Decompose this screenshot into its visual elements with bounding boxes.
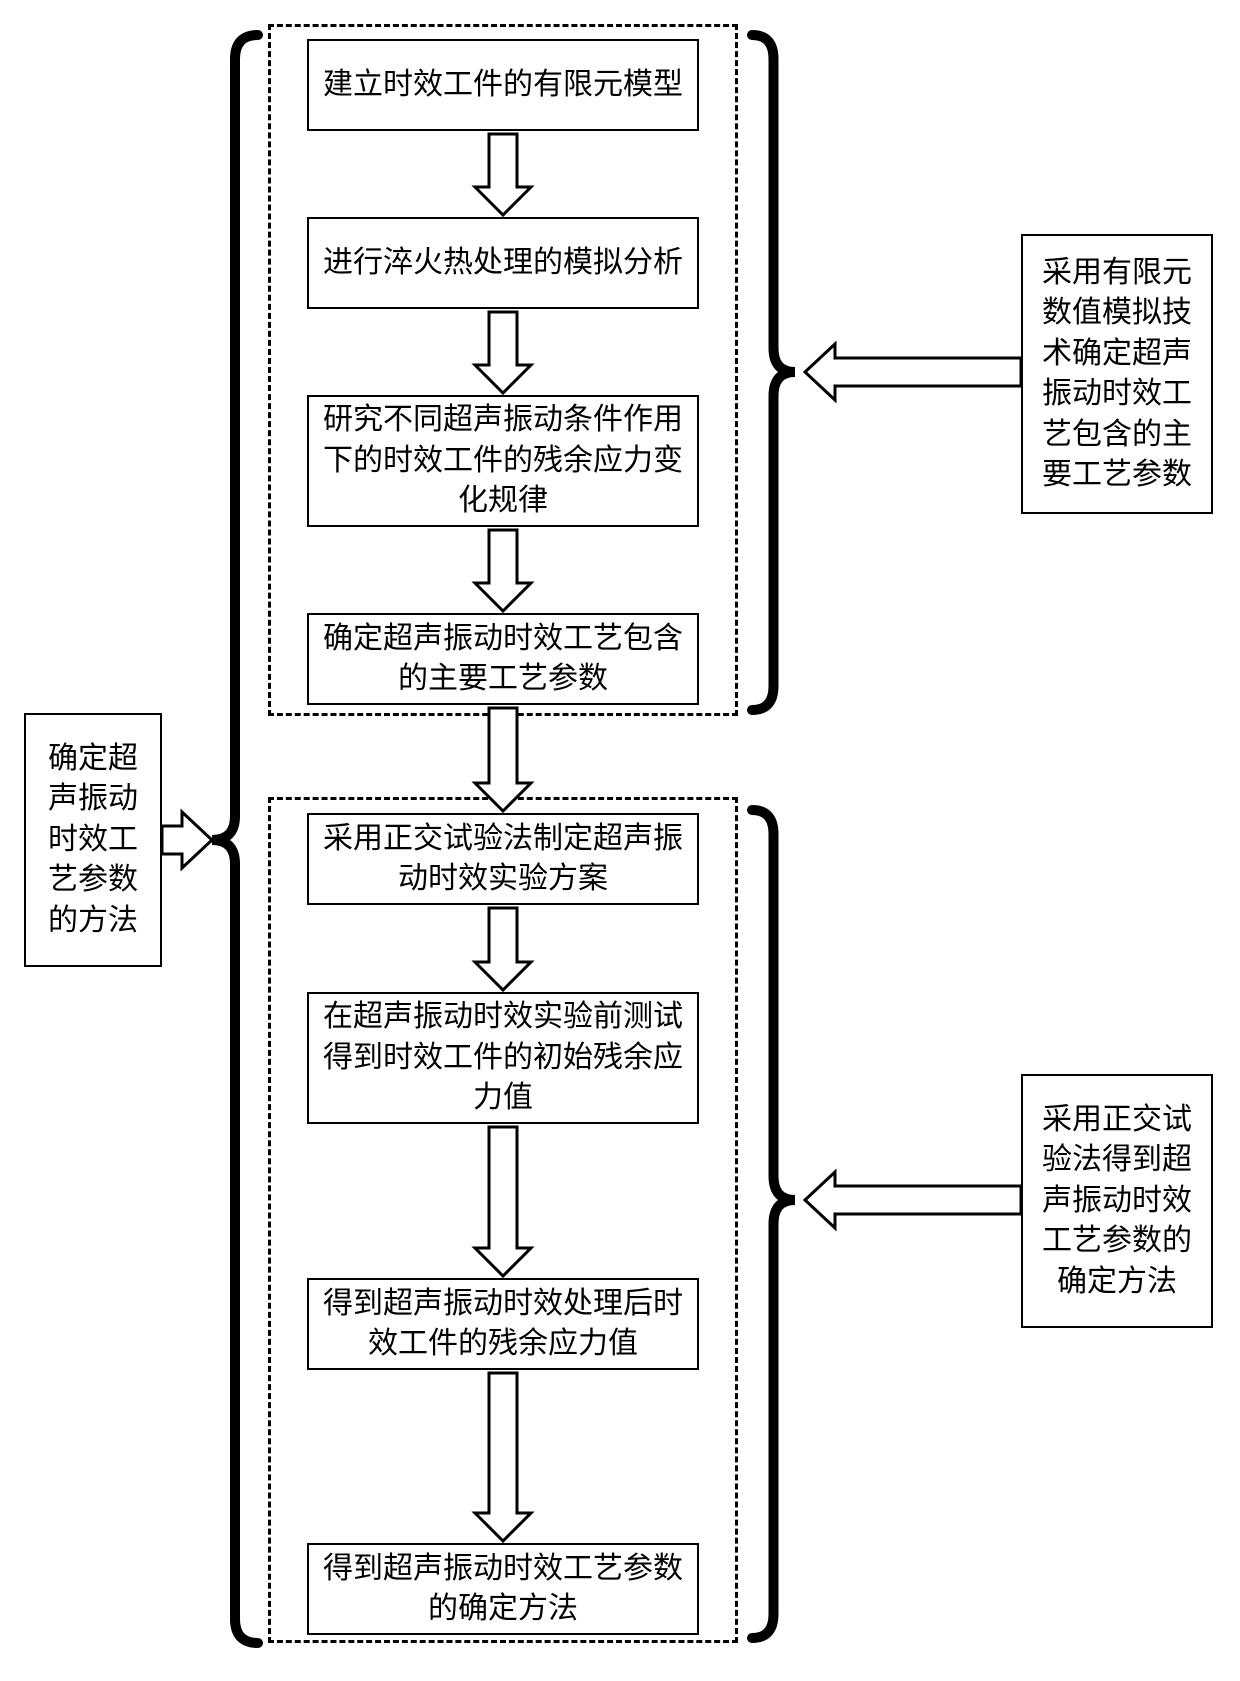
right-box-2: 采用正交试验法得到超声振动时效工艺参数的确定方法	[1021, 1074, 1213, 1328]
left-main-box: 确定超声振动时效工艺参数的方法	[24, 713, 162, 967]
g1-box-3: 研究不同超声振动条件作用下的时效工件的残余应力变化规律	[307, 395, 699, 527]
g2-box-1: 采用正交试验法制定超声振动时效实验方案	[307, 813, 699, 905]
g1-box-1: 建立时效工件的有限元模型	[307, 39, 699, 131]
g1-box-2-text: 进行淬火热处理的模拟分析	[323, 243, 683, 284]
g2-box-1-text: 采用正交试验法制定超声振动时效实验方案	[323, 819, 683, 900]
g2-box-2: 在超声振动时效实验前测试得到时效工件的初始残余应力值	[307, 992, 699, 1124]
right-box-1: 采用有限元数值模拟技术确定超声振动时效工艺包含的主要工艺参数	[1021, 234, 1213, 514]
g1-box-4: 确定超声振动时效工艺包含的主要工艺参数	[307, 613, 699, 705]
right-box-1-text: 采用有限元数值模拟技术确定超声振动时效工艺包含的主要工艺参数	[1033, 253, 1201, 496]
g1-box-2: 进行淬火热处理的模拟分析	[307, 217, 699, 309]
g1-box-3-text: 研究不同超声振动条件作用下的时效工件的残余应力变化规律	[323, 400, 683, 522]
g2-box-4: 得到超声振动时效工艺参数的确定方法	[307, 1543, 699, 1635]
g2-box-3-text: 得到超声振动时效处理后时效工件的残余应力值	[323, 1284, 683, 1365]
g1-box-4-text: 确定超声振动时效工艺包含的主要工艺参数	[323, 619, 683, 700]
g2-box-4-text: 得到超声振动时效工艺参数的确定方法	[323, 1549, 683, 1630]
g2-box-3: 得到超声振动时效处理后时效工件的残余应力值	[307, 1278, 699, 1370]
dashed-group-2	[268, 797, 738, 1643]
right-box-2-text: 采用正交试验法得到超声振动时效工艺参数的确定方法	[1033, 1100, 1201, 1303]
g1-box-1-text: 建立时效工件的有限元模型	[323, 65, 683, 106]
g2-box-2-text: 在超声振动时效实验前测试得到时效工件的初始残余应力值	[323, 997, 683, 1119]
left-main-text: 确定超声振动时效工艺参数的方法	[34, 739, 152, 942]
